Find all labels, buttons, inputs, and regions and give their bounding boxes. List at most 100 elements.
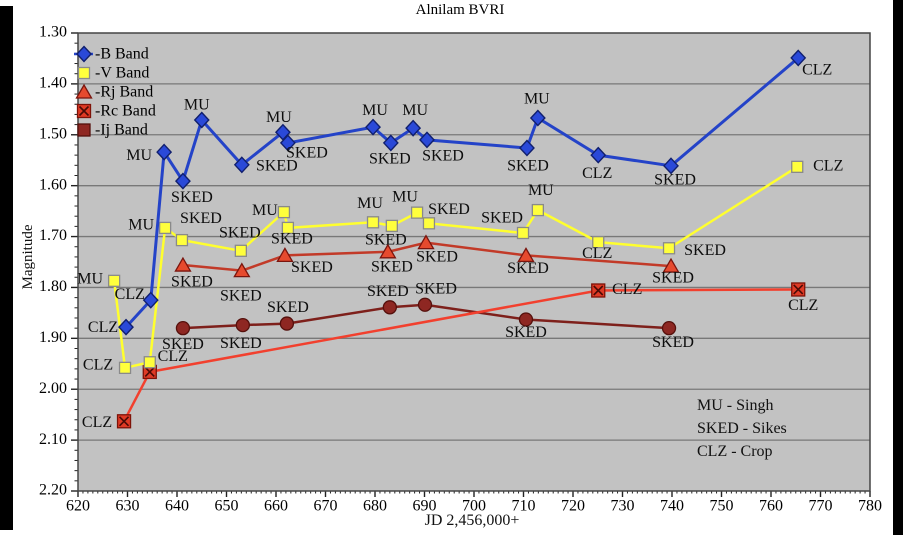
marker-square [410, 206, 424, 219]
marker-x [78, 105, 90, 117]
point-label: SKED [415, 280, 457, 297]
marker-diamond [156, 143, 173, 161]
y-tick-label: 1.50 [39, 125, 67, 142]
marker-square [662, 242, 676, 255]
point-label: SKED [369, 151, 411, 168]
marker-x [118, 416, 130, 427]
point-label: SKED [162, 336, 204, 353]
marker-diamond [365, 118, 381, 136]
marker-square [107, 274, 121, 287]
point-label: SKED [365, 232, 407, 249]
marker-square [234, 244, 248, 257]
x-axis-label: JD 2,456,000+ [424, 512, 520, 529]
point-label: SKED [286, 145, 328, 162]
point-label: MU [528, 182, 554, 199]
marker-diamond [118, 318, 134, 336]
marker-diamond [519, 139, 535, 157]
series-ij-band [175, 297, 677, 336]
point-label: SKED [271, 231, 313, 248]
point-label: SKED [256, 157, 298, 174]
x-tick-label: 640 [165, 498, 189, 515]
y-tick-label: 2.20 [39, 482, 67, 499]
marker-square [385, 219, 398, 233]
series-v-band [107, 160, 804, 374]
x-tick-label: 660 [264, 498, 288, 515]
x-tick-label: 770 [809, 498, 833, 515]
y-tick-label: 1.80 [39, 278, 67, 295]
point-label: SKED [220, 335, 262, 352]
point-label: CLZ [82, 414, 112, 431]
point-label: MU [128, 217, 154, 234]
marker-triangle [75, 83, 93, 99]
point-label: SKED [652, 334, 694, 351]
marker-square [791, 160, 804, 173]
point-label: SKED [171, 189, 213, 206]
point-label: CLZ [83, 357, 113, 374]
legend-label: -Rc Band [95, 103, 156, 120]
point-label: SKED [652, 270, 694, 287]
y-tick-label: 2.10 [39, 431, 67, 448]
chart-title: Alnilam BVRI [415, 2, 505, 18]
marker-diamond [193, 111, 210, 129]
marker-square [77, 66, 91, 80]
legend-label: -B Band [95, 46, 149, 63]
observer-key-sked: SKED - Sikes [697, 420, 787, 437]
marker-square [175, 233, 189, 247]
series-line [122, 288, 799, 422]
point-label: SKED [371, 258, 413, 275]
marker-square [422, 217, 436, 230]
x-tick-label: 780 [858, 498, 882, 515]
x-tick-label: 720 [561, 498, 585, 515]
x-tick-label: 760 [759, 498, 783, 515]
x-tick-label: 650 [215, 498, 239, 515]
point-label: MU [126, 147, 152, 164]
marker-diamond [76, 45, 92, 63]
x-tick-label: 620 [66, 498, 90, 515]
x-tick-label: 710 [512, 498, 536, 515]
observer-key-clz: CLZ - Crop [697, 443, 773, 460]
marker-diamond [663, 157, 679, 175]
point-label: CLZ [115, 286, 145, 303]
marker-circle [518, 312, 534, 327]
point-label: SKED [180, 210, 222, 227]
point-label: CLZ [88, 319, 118, 336]
observer-key: MU - Singh SKED - Sikes CLZ - Crop [697, 394, 787, 463]
series-rc-band [116, 282, 806, 429]
marker-circle [417, 297, 433, 312]
x-tick-label: 740 [660, 498, 684, 515]
marker-circle [382, 300, 398, 315]
marker-x [144, 366, 155, 377]
marker-square [118, 361, 132, 374]
point-label: SKED [507, 158, 549, 175]
point-label: MU [266, 109, 292, 126]
marker-triangle [174, 256, 192, 272]
x-tick-label: 700 [462, 498, 486, 515]
left-edge-bar [0, 6, 13, 530]
point-label: MU [524, 91, 550, 108]
point-label: CLZ [612, 281, 642, 298]
observer-key-mu: MU - Singh [697, 397, 774, 414]
x-tick-label: 750 [710, 498, 734, 515]
point-label: SKED [684, 242, 726, 259]
y-tick-label: 1.40 [39, 75, 67, 92]
right-edge-bar [893, 0, 903, 535]
marker-triangle [417, 234, 435, 250]
marker-diamond [419, 131, 435, 149]
marker-square [281, 221, 295, 235]
marker-circle [175, 321, 191, 336]
marker-triangle [662, 257, 680, 273]
marker-x [793, 284, 804, 295]
marker-square [77, 123, 91, 137]
legend-label: -V Band [95, 65, 149, 82]
y-tick-label: 2.00 [39, 380, 67, 397]
point-label: MU [252, 202, 278, 219]
point-label: MU [392, 188, 418, 205]
marker-triangle [276, 247, 294, 263]
point-label: SKED [171, 274, 213, 291]
y-tick-label: 1.90 [39, 329, 67, 346]
marker-triangle [233, 262, 251, 278]
point-label: MU [77, 271, 103, 288]
legend-label: -Rj Band [95, 84, 153, 101]
